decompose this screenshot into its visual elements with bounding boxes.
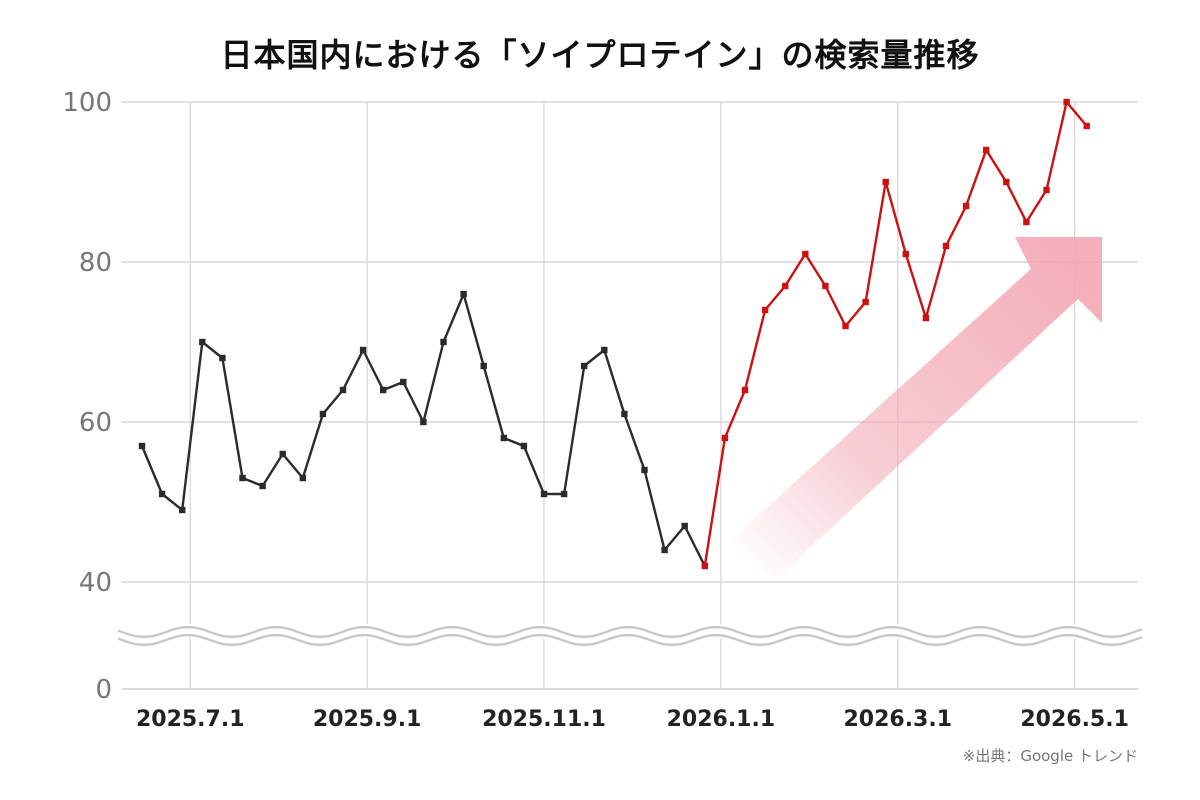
- data-point-44: [1023, 218, 1030, 226]
- data-point-27: [681, 522, 688, 530]
- data-point-17: [480, 362, 487, 370]
- source-note: ※出典：Google トレンド: [962, 747, 1138, 765]
- data-point-12: [380, 386, 387, 394]
- x-tick-label-0: 2025.7.1: [136, 707, 245, 732]
- data-point-11: [359, 346, 367, 354]
- x-tick-label-5: 2026.5.1: [1020, 707, 1129, 732]
- data-point-4: [219, 354, 226, 362]
- data-point-34: [822, 282, 829, 290]
- data-point-2: [179, 506, 186, 514]
- axis-break-mask: [115, 624, 1145, 648]
- data-point-42: [983, 146, 990, 154]
- x-axis-ticks: 2025.7.1 2025.9.1 2025.11.1 2026.1.1 2026.3.…: [136, 707, 1129, 732]
- data-point-layer: [138, 98, 1090, 570]
- data-point-6: [259, 482, 266, 490]
- data-point-13: [400, 378, 407, 386]
- axis-break-line-bottom: [117, 633, 1143, 647]
- data-point-35: [842, 322, 849, 330]
- data-point-7: [279, 450, 286, 458]
- data-point-21: [560, 490, 568, 498]
- trend-arrow-layer: [722, 237, 1102, 580]
- data-point-37: [882, 178, 889, 186]
- x-tick-label-3: 2026.1.1: [667, 707, 776, 732]
- x-tick-label-4: 2026.3.1: [843, 707, 952, 732]
- data-point-29: [721, 434, 729, 442]
- y-axis-ticks: 0 40 60 80 100: [62, 88, 112, 705]
- data-point-1: [158, 490, 166, 498]
- y-tick-label-2: 60: [79, 408, 112, 438]
- data-point-45: [1043, 186, 1050, 194]
- data-point-36: [862, 298, 869, 306]
- data-point-38: [902, 250, 909, 258]
- y-tick-label-3: 80: [79, 248, 112, 278]
- data-point-25: [641, 466, 648, 474]
- data-point-47: [1083, 122, 1090, 130]
- trend-arrow: [722, 237, 1102, 580]
- data-point-31: [761, 306, 769, 314]
- series-line-after: [703, 100, 1088, 567]
- axis-break: [115, 624, 1145, 648]
- data-point-39: [922, 314, 930, 322]
- series-line-layer: [140, 100, 1088, 567]
- data-point-26: [661, 546, 668, 554]
- data-point-43: [1003, 178, 1010, 186]
- x-tick-label-1: 2025.9.1: [313, 707, 422, 732]
- data-point-16: [460, 290, 467, 298]
- data-point-3: [199, 338, 206, 346]
- data-point-46: [1063, 98, 1070, 106]
- data-point-40: [942, 242, 950, 250]
- data-point-22: [581, 362, 588, 370]
- axis-break-line-top: [117, 625, 1143, 639]
- data-point-9: [319, 410, 327, 418]
- data-point-15: [440, 338, 447, 346]
- data-point-10: [339, 386, 347, 394]
- y-tick-label-0: 0: [95, 675, 112, 705]
- data-point-30: [741, 386, 749, 394]
- data-point-14: [420, 418, 427, 426]
- grid-layer: [122, 101, 1138, 690]
- data-point-5: [239, 474, 246, 482]
- y-tick-label-4: 100: [62, 88, 112, 118]
- data-point-8: [299, 474, 306, 482]
- data-point-0: [138, 442, 146, 450]
- series-line-before: [140, 292, 706, 567]
- data-point-23: [601, 346, 608, 354]
- chart-title: 日本国内における「ソイプロテイン」の検索量推移: [220, 36, 980, 74]
- data-point-18: [500, 434, 507, 442]
- data-point-33: [802, 250, 809, 258]
- x-tick-label-2: 2025.11.1: [482, 707, 606, 732]
- data-point-20: [540, 490, 548, 498]
- data-point-24: [621, 410, 628, 418]
- data-point-41: [962, 202, 970, 210]
- data-point-32: [782, 282, 789, 290]
- data-point-28: [701, 562, 708, 570]
- data-point-19: [520, 442, 528, 450]
- y-tick-label-1: 40: [79, 568, 112, 598]
